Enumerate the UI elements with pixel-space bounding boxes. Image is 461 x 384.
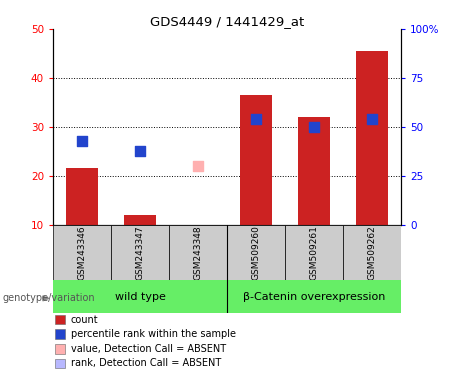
- Point: [78, 138, 86, 144]
- Bar: [124, 215, 156, 225]
- Text: GSM243347: GSM243347: [136, 225, 145, 280]
- Text: wild type: wild type: [115, 291, 165, 302]
- Text: percentile rank within the sample: percentile rank within the sample: [71, 329, 236, 339]
- Text: β-Catenin overexpression: β-Catenin overexpression: [243, 291, 385, 302]
- Point: [310, 124, 318, 130]
- Point: [368, 116, 376, 122]
- Bar: [169, 225, 227, 280]
- Text: genotype/variation: genotype/variation: [2, 293, 95, 303]
- Bar: [111, 225, 169, 280]
- Point: [136, 148, 144, 154]
- Bar: [227, 225, 285, 280]
- Bar: [227, 280, 401, 313]
- Text: GSM243348: GSM243348: [194, 225, 202, 280]
- Title: GDS4449 / 1441429_at: GDS4449 / 1441429_at: [150, 15, 304, 28]
- Text: GSM243346: GSM243346: [77, 225, 87, 280]
- Text: count: count: [71, 314, 99, 325]
- Point: [195, 163, 202, 169]
- Text: GSM509261: GSM509261: [309, 225, 319, 280]
- Text: rank, Detection Call = ABSENT: rank, Detection Call = ABSENT: [71, 358, 221, 369]
- Point: [252, 116, 260, 122]
- Bar: [343, 225, 401, 280]
- Text: value, Detection Call = ABSENT: value, Detection Call = ABSENT: [71, 344, 226, 354]
- Bar: [285, 225, 343, 280]
- Bar: [53, 280, 227, 313]
- Bar: [53, 225, 111, 280]
- Bar: [66, 168, 98, 225]
- Text: GSM509262: GSM509262: [367, 225, 377, 280]
- Text: GSM509260: GSM509260: [252, 225, 260, 280]
- Bar: [240, 95, 272, 225]
- Bar: [356, 51, 388, 225]
- Bar: [298, 117, 330, 225]
